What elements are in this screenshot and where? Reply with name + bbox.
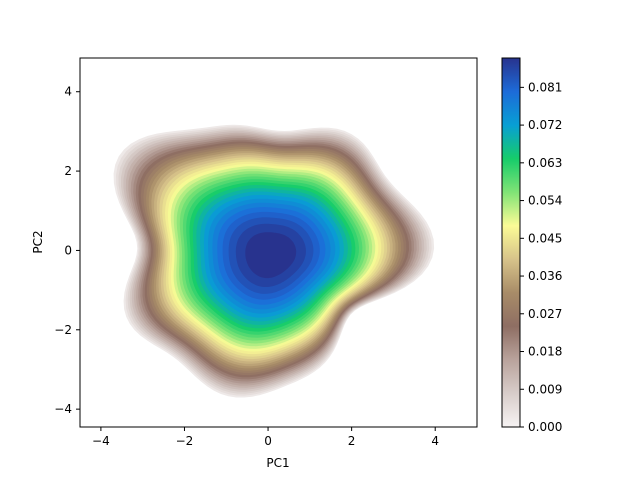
colorbar-tick-label: 0.000 bbox=[528, 420, 562, 434]
y-tick-label: 2 bbox=[64, 164, 72, 178]
x-tick-label: −4 bbox=[92, 434, 110, 448]
x-axis: −4 −2 0 2 4 bbox=[92, 427, 439, 448]
plot-frame bbox=[79, 57, 478, 428]
colorbar-tick-label: 0.081 bbox=[528, 80, 562, 94]
y-axis-label: PC2 bbox=[31, 230, 45, 253]
colorbar-tick-label: 0.009 bbox=[528, 382, 562, 396]
colorbar-tick-label: 0.018 bbox=[528, 345, 562, 359]
colorbar-tick-label: 0.036 bbox=[528, 269, 562, 283]
colorbar-gradient bbox=[502, 58, 520, 427]
x-axis-label: PC1 bbox=[266, 456, 289, 470]
colorbar-tick-label: 0.027 bbox=[528, 307, 562, 321]
colorbar-tick-label: 0.054 bbox=[528, 194, 562, 208]
x-tick-label: 0 bbox=[264, 434, 272, 448]
kde-contour-level bbox=[245, 232, 297, 279]
y-tick-label: −2 bbox=[54, 323, 72, 337]
x-tick-label: 2 bbox=[348, 434, 356, 448]
colorbar-tick-label: 0.045 bbox=[528, 231, 562, 245]
y-tick-label: 4 bbox=[64, 85, 72, 99]
x-tick-label: −2 bbox=[176, 434, 194, 448]
colorbar: 0.000 0.009 0.018 0.027 0.036 0.045 0.054 0.063… bbox=[501, 57, 562, 434]
x-tick-label: 4 bbox=[431, 434, 439, 448]
colorbar-tick-label: 0.063 bbox=[528, 156, 562, 170]
y-axis: −4 −2 0 2 4 bbox=[54, 85, 80, 416]
plot-area bbox=[113, 124, 435, 398]
colorbar-tick-label: 0.072 bbox=[528, 118, 562, 132]
y-tick-label: 0 bbox=[64, 243, 72, 257]
colorbar-frame bbox=[501, 57, 521, 428]
y-tick-label: −4 bbox=[54, 402, 72, 416]
